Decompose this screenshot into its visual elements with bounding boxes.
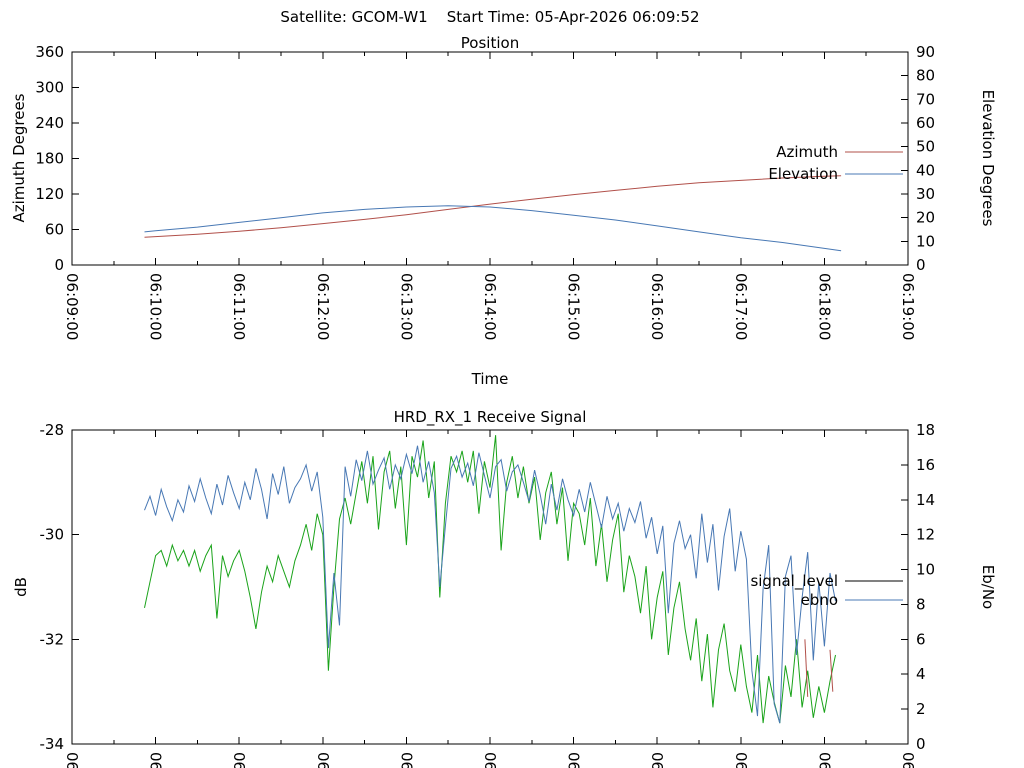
series-signal-level-marked [804, 639, 809, 697]
x-tick-label: 06:14:00 [481, 273, 499, 340]
x-tick-label: 06:13:00 [397, 752, 415, 768]
y2-tick-label: 18 [916, 421, 935, 439]
x-tick-label: 06:18:00 [815, 752, 833, 768]
x-tick-label: 06:18:00 [815, 273, 833, 340]
position-chart-title: Position [460, 34, 520, 52]
y2-tick-label: 2 [916, 700, 926, 718]
y-tick-label: 0 [54, 256, 64, 274]
y2-tick-label: 14 [916, 491, 935, 509]
x-tick-label: 06:13:00 [397, 273, 415, 340]
y-tick-label: -28 [40, 421, 65, 439]
x-tick-label: 06:09:00 [63, 752, 81, 768]
x-tick-label: 06:09:00 [63, 273, 81, 340]
y2-tick-label: 70 [916, 90, 935, 108]
window-title: Satellite: GCOM-W1 Start Time: 05-Apr-20… [280, 8, 700, 26]
y2-tick-label: 50 [916, 138, 935, 156]
x-tick-label: 06:17:00 [732, 752, 750, 768]
y2-tick-label: 90 [916, 43, 935, 61]
y2-tick-label: 8 [916, 595, 926, 613]
series-signal-level-marked [829, 649, 834, 692]
legend-label: signal_level [750, 572, 838, 591]
y2-tick-label: 0 [916, 735, 926, 753]
series-elevation [144, 205, 842, 252]
legend-label: Elevation [768, 165, 838, 183]
y2-tick-label: 40 [916, 161, 935, 179]
x-tick-label: 06:10:00 [147, 752, 165, 768]
x-tick-label: 06:11:00 [230, 752, 248, 768]
x-tick-label: 06:15:00 [565, 273, 583, 340]
y-tick-label: 360 [35, 43, 64, 61]
y-tick-label: -34 [40, 735, 65, 753]
y2-tick-label: 80 [916, 67, 935, 85]
series-ebno [144, 445, 836, 724]
x-tick-label: 06:16:00 [648, 273, 666, 340]
y-tick-label: 240 [35, 114, 64, 132]
x-tick-label: 06:19:00 [899, 752, 917, 768]
legend-label: Azimuth [776, 143, 838, 161]
time-axis-label: Time [471, 370, 509, 388]
y2-tick-label: 10 [916, 561, 935, 579]
y2-tick-label: 20 [916, 209, 935, 227]
y2-tick-label: 10 [916, 232, 935, 250]
y-tick-label: 180 [35, 150, 64, 168]
y-tick-label: -30 [40, 526, 65, 544]
y-tick-label: 60 [45, 221, 64, 239]
y2-tick-label: 6 [916, 630, 926, 648]
x-tick-label: 06:16:00 [648, 752, 666, 768]
x-tick-label: 06:17:00 [732, 273, 750, 340]
x-tick-label: 06:15:00 [565, 752, 583, 768]
y-tick-label: 120 [35, 185, 64, 203]
y2-tick-label: 4 [916, 665, 926, 683]
x-tick-label: 06:19:00 [899, 273, 917, 340]
y2-tick-label: 0 [916, 256, 926, 274]
x-tick-label: 06:12:00 [314, 752, 332, 768]
x-tick-label: 06:14:00 [481, 752, 499, 768]
y2-tick-label: 30 [916, 185, 935, 203]
y2-tick-label: 12 [916, 526, 935, 544]
legend-label: ebno [801, 591, 838, 609]
y-tick-label: -32 [40, 630, 65, 648]
x-tick-label: 06:11:00 [230, 273, 248, 340]
series-signal-level [144, 435, 836, 724]
y2-tick-label: 16 [916, 456, 935, 474]
series-azimuth [144, 175, 842, 238]
x-tick-label: 06:10:00 [147, 273, 165, 340]
x-tick-label: 06:12:00 [314, 273, 332, 340]
y-tick-label: 300 [35, 79, 64, 97]
y2-tick-label: 60 [916, 114, 935, 132]
receive-signal-chart-title: HRD_RX_1 Receive Signal [393, 408, 587, 426]
